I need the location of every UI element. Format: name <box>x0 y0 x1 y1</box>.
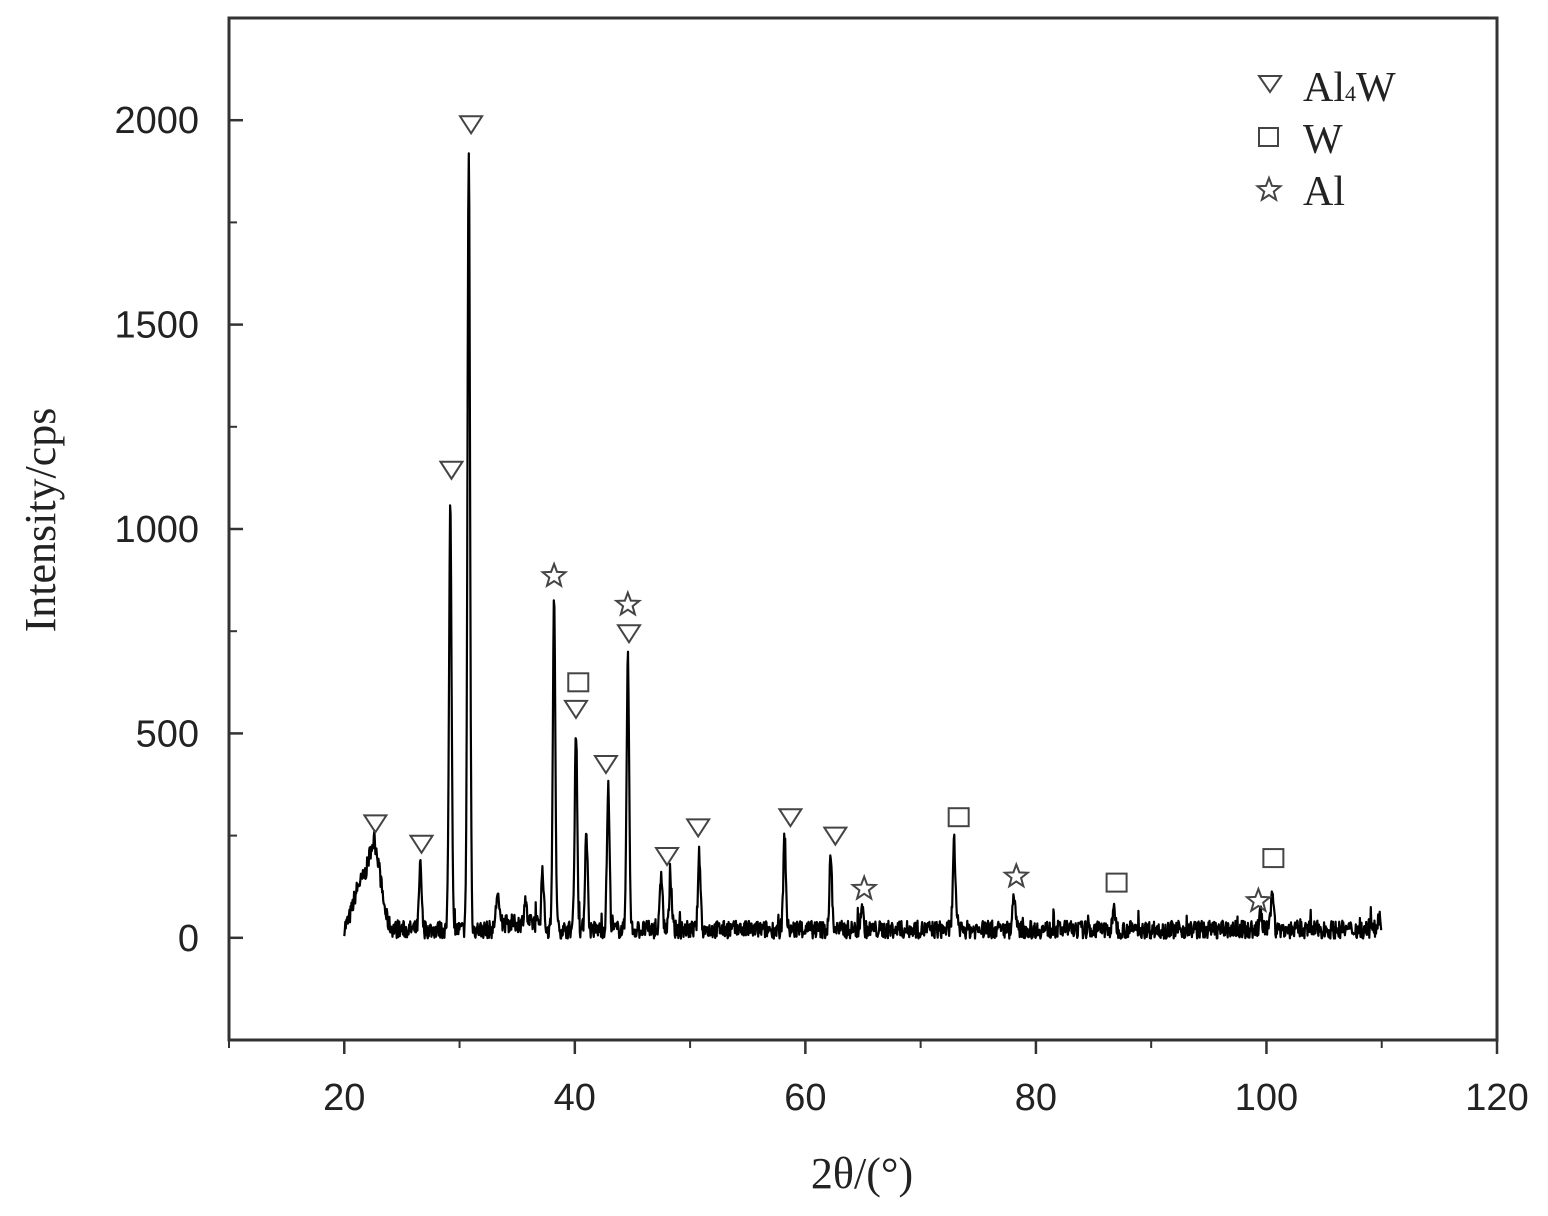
legend-label-w: W <box>1303 117 1343 163</box>
x-axis-title: 2θ/(°) <box>811 1149 913 1198</box>
al4w-triangle-marker <box>593 755 619 775</box>
y-axis-title: Intensity/cps <box>16 408 65 633</box>
legend-star-symbol <box>1254 175 1284 203</box>
al4w-triangle-marker <box>654 847 680 867</box>
x-tick-label: 120 <box>1465 1077 1528 1119</box>
al-star-marker <box>849 873 879 901</box>
legend-label-al4w: Al4W <box>1303 65 1396 111</box>
x-tick-label: 100 <box>1235 1077 1298 1119</box>
al-star-marker <box>613 589 643 617</box>
al-star-marker <box>540 561 569 588</box>
y-tick-label: 1000 <box>114 509 199 551</box>
w-square-marker <box>567 672 590 693</box>
y-tick-label: 500 <box>136 713 199 755</box>
al4w-triangle-marker <box>438 460 465 481</box>
w-square-marker <box>1262 848 1285 869</box>
al4w-triangle-marker <box>822 826 849 847</box>
al-star-marker <box>1002 861 1031 889</box>
x-tick-label: 40 <box>554 1077 596 1119</box>
y-tick-label: 2000 <box>114 100 199 142</box>
y-axis: 0 500 1000 1500 2000 <box>114 17 243 1041</box>
legend-label-al: Al <box>1303 169 1345 215</box>
legend: Al4W W Al <box>1254 65 1396 215</box>
x-axis: 20 40 60 80 100 120 <box>228 1040 1529 1119</box>
x-tick-label: 20 <box>323 1077 365 1119</box>
legend-item-w: W <box>1258 117 1343 163</box>
al4w-triangle-marker <box>408 834 435 855</box>
y-tick-label: 1500 <box>114 305 199 347</box>
al4w-triangle-marker <box>458 115 484 136</box>
al4w-triangle-marker <box>777 808 804 829</box>
x-tick-label: 60 <box>784 1077 826 1119</box>
x-tick-label: 80 <box>1015 1077 1057 1119</box>
w-square-marker <box>947 807 970 828</box>
legend-square-symbol <box>1258 127 1279 147</box>
al4w-triangle-marker <box>362 814 389 835</box>
w-square-marker <box>1105 872 1128 893</box>
al4w-triangle-marker <box>685 818 711 839</box>
legend-item-al4w: Al4W <box>1257 65 1396 111</box>
al4w-triangle-marker <box>563 699 589 720</box>
al4w-triangle-marker <box>616 624 642 645</box>
y-tick-label: 0 <box>178 918 199 960</box>
diffraction-pattern-line <box>343 152 1383 940</box>
phase-markers <box>362 115 1285 914</box>
legend-item-al: Al <box>1254 169 1345 215</box>
al-star-marker <box>1244 886 1273 914</box>
legend-triangle-symbol <box>1257 75 1283 94</box>
